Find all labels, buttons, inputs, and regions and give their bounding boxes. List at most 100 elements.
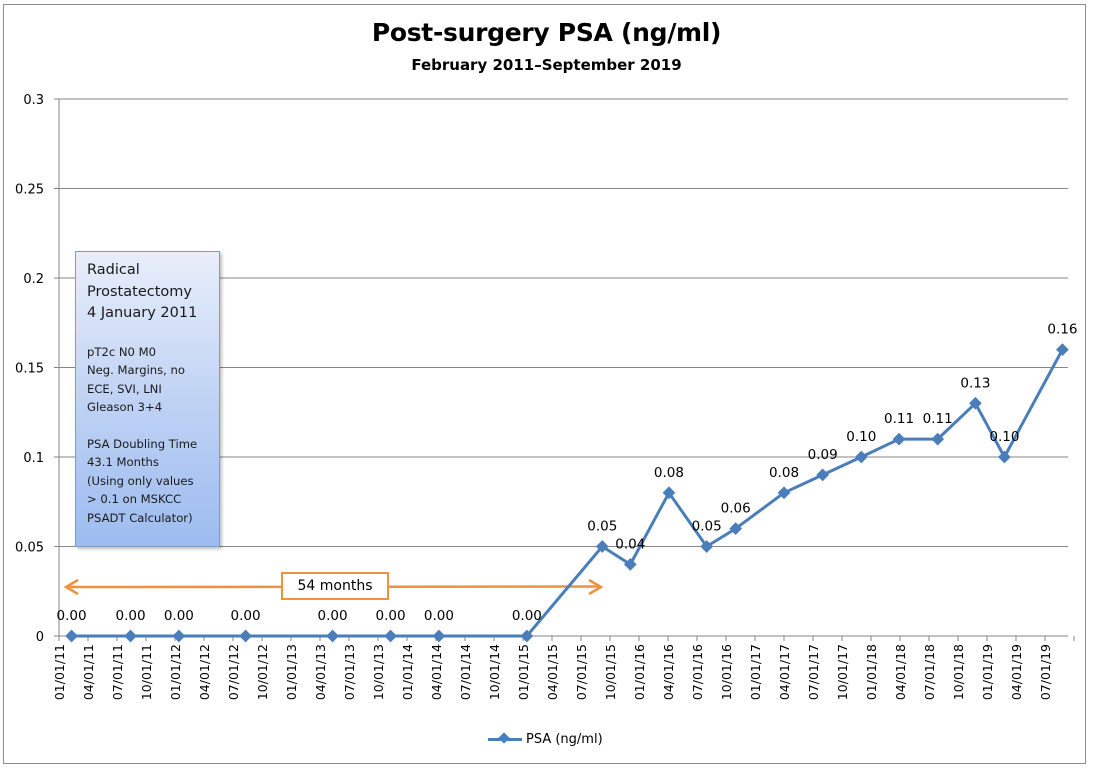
x-axis-ticks: 01/01/11 04/01/11 07/01/11 10/01/11 01/01/12… <box>52 636 1075 700</box>
data-label: 0.00 <box>376 608 406 624</box>
x-tick-label: 07/01/16 <box>690 644 705 700</box>
annotation-heading-line: Prostatectomy <box>87 283 192 300</box>
data-point-marker <box>65 629 78 643</box>
data-label: 0.00 <box>164 608 194 624</box>
x-tick-label: 01/01/18 <box>864 644 879 700</box>
data-label: 0.00 <box>231 608 261 624</box>
interval-label: 54 months <box>281 572 389 600</box>
x-tick-label: 10/01/17 <box>835 644 850 700</box>
x-tick-label: 04/01/12 <box>197 644 212 700</box>
data-label: 0.13 <box>960 375 990 391</box>
x-tick-label: 10/01/12 <box>255 644 270 700</box>
data-label: 0.00 <box>318 608 348 624</box>
x-tick-label: 07/01/17 <box>806 644 821 700</box>
annotation-pathology-line: Gleason 3+4 <box>87 400 163 414</box>
gridlines <box>59 98 1068 547</box>
x-tick-label: 01/01/17 <box>748 644 763 700</box>
y-tick-label: 0.05 <box>15 541 44 556</box>
data-point-marker <box>172 629 186 643</box>
data-point-marker <box>854 450 868 464</box>
x-tick-label: 07/01/12 <box>226 644 241 700</box>
x-tick-label: 07/01/18 <box>922 644 937 700</box>
x-tick-label: 04/01/16 <box>661 644 676 700</box>
series-line <box>71 348 1064 638</box>
x-tick-label: 07/01/19 <box>1038 644 1053 700</box>
x-tick-label: 04/01/19 <box>1009 644 1024 700</box>
legend-label: PSA (ng/ml) <box>526 731 603 747</box>
data-label: 0.11 <box>884 411 914 427</box>
x-tick-label: 01/01/13 <box>284 644 299 700</box>
y-tick-label: 0.25 <box>15 183 44 198</box>
annotation-psadt-line: 43.1 Months <box>87 455 159 469</box>
data-label: 0.11 <box>923 411 953 427</box>
data-point-marker <box>892 432 906 446</box>
data-point-marker <box>432 629 446 643</box>
annotation-psadt-line: PSA Doubling Time <box>87 436 198 451</box>
x-tick-label: 10/01/14 <box>487 644 502 700</box>
x-tick-label: 01/01/12 <box>168 644 183 700</box>
data-label: 0.09 <box>808 447 838 463</box>
data-point-marker <box>239 629 252 643</box>
legend-line-diamond-icon <box>488 732 522 746</box>
x-tick-label: 10/01/13 <box>371 644 386 700</box>
annotation-pathology-line: pT2c N0 M0 <box>87 344 156 359</box>
x-tick-label: 10/01/15 <box>603 644 618 700</box>
annotation-heading-line: Radical <box>87 262 140 278</box>
x-tick-label: 01/01/14 <box>400 644 415 700</box>
annotation-psadt-line: PSADT Calculator) <box>87 510 193 525</box>
data-point-marker <box>384 629 397 643</box>
arrow-right-icon <box>588 578 604 596</box>
legend: PSA (ng/ml) <box>488 729 603 749</box>
y-tick-label: 0 <box>36 630 44 645</box>
x-tick-label: 04/01/15 <box>545 644 560 700</box>
data-label: 0.08 <box>769 465 799 481</box>
x-tick-label: 01/01/11 <box>52 644 67 700</box>
x-tick-label: 04/01/18 <box>893 644 908 700</box>
data-point-marker <box>1056 343 1069 356</box>
data-label: 0.08 <box>654 465 684 481</box>
x-tick-label: 07/01/11 <box>110 644 125 700</box>
x-tick-label: 04/01/17 <box>777 644 792 700</box>
arrow-left-icon <box>63 578 79 596</box>
y-tick-label: 0.15 <box>15 362 44 377</box>
annotation-heading-line: 4 January 2011 <box>87 305 198 321</box>
data-label: 0.05 <box>587 519 617 535</box>
data-point-marker <box>998 450 1011 464</box>
data-point-marker <box>326 629 339 643</box>
data-labels: 0.00 0.00 0.00 0.00 0.00 0.00 0.00 0.000.050.04… <box>57 322 1078 624</box>
x-tick-label: 01/01/15 <box>516 644 531 700</box>
data-label: 0.04 <box>615 536 645 552</box>
data-label: 0.00 <box>512 608 542 624</box>
data-label: 0.16 <box>1047 322 1077 338</box>
chart-subtitle: February 2011–September 2019 <box>411 56 682 74</box>
y-tick-label: 0.3 <box>23 93 44 108</box>
data-label: 0.10 <box>846 429 876 445</box>
annotation-pathology-line: ECE, SVI, LNI <box>87 381 162 396</box>
data-label: 0.00 <box>57 608 87 624</box>
x-tick-label: 04/01/14 <box>429 644 444 700</box>
data-point-marker <box>816 468 830 482</box>
annotation-psadt-line: > 0.1 on MSKCC <box>87 492 182 506</box>
data-label: 0.05 <box>692 519 722 535</box>
x-tick-label: 07/01/15 <box>574 644 589 700</box>
data-label: 0.00 <box>424 608 454 624</box>
x-tick-label: 10/01/18 <box>951 644 966 700</box>
x-tick-label: 10/01/16 <box>719 644 734 700</box>
chart-title: Post-surgery PSA (ng/ml) <box>371 18 722 47</box>
x-tick-label: 01/01/16 <box>632 644 647 700</box>
annotation-psadt-line: (Using only values <box>87 473 194 488</box>
y-axis-ticks: 0 0.05 0.1 0.15 0.2 0.25 0.3 <box>15 93 59 645</box>
data-point-marker <box>124 629 137 643</box>
x-tick-label: 07/01/14 <box>458 644 473 700</box>
x-tick-label: 07/01/13 <box>342 644 357 700</box>
y-tick-label: 0.2 <box>23 272 44 287</box>
data-label: 0.00 <box>116 608 146 624</box>
x-tick-label: 04/01/13 <box>313 644 328 700</box>
surgery-annotation-box: Radical Prostatectomy 4 January 2011 pT2… <box>75 251 220 547</box>
annotation-pathology-line: Neg. Margins, no <box>87 363 185 377</box>
data-label: 0.06 <box>721 501 751 517</box>
x-tick-label: 10/01/11 <box>139 644 154 700</box>
data-label: 0.10 <box>989 429 1019 445</box>
x-tick-label: 01/01/19 <box>980 644 995 700</box>
